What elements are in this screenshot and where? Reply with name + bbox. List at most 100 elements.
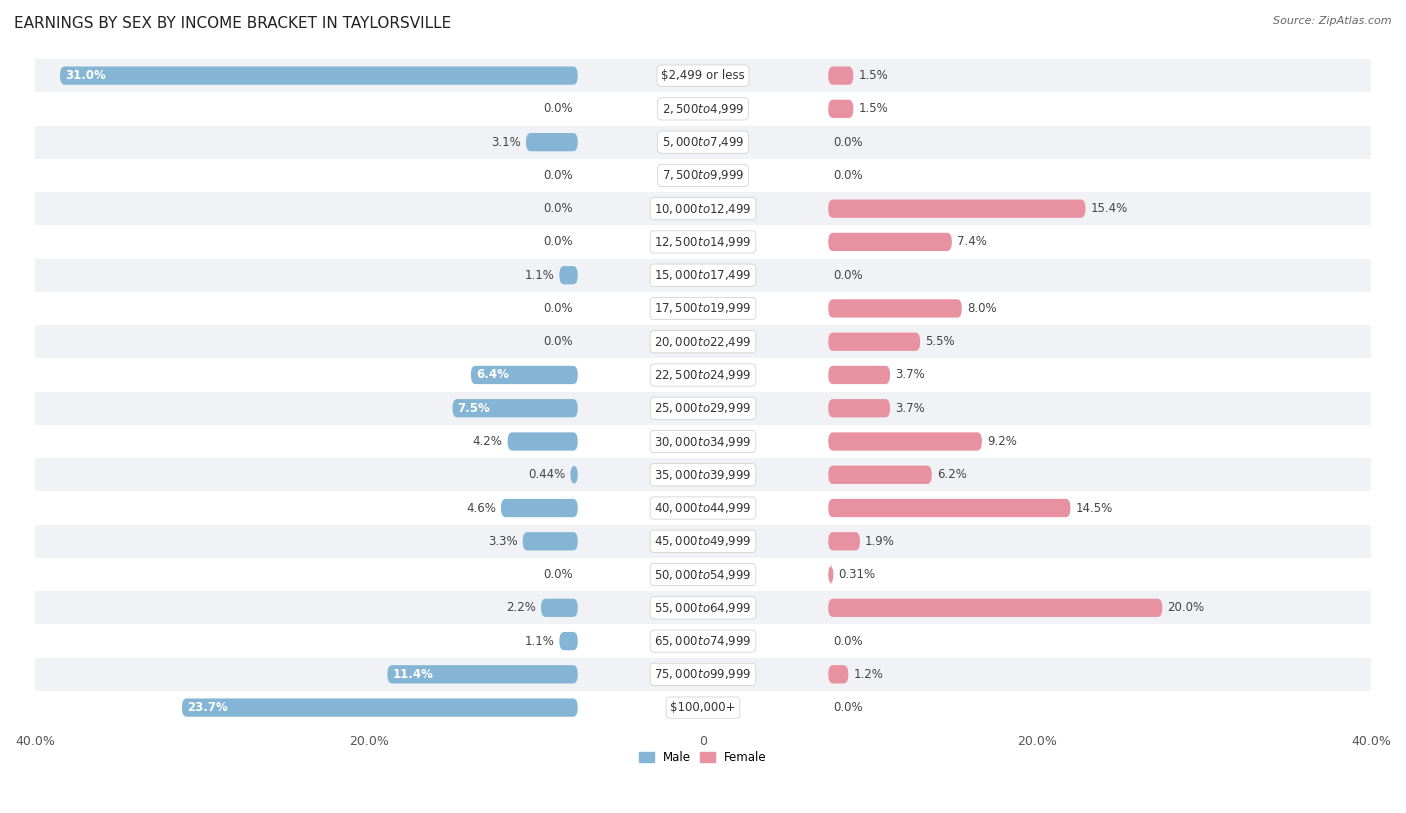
Bar — [35, 192, 1371, 225]
FancyBboxPatch shape — [828, 199, 1085, 218]
Bar — [35, 225, 1371, 259]
FancyBboxPatch shape — [828, 598, 1163, 617]
Text: 0.0%: 0.0% — [543, 335, 572, 348]
FancyBboxPatch shape — [471, 366, 578, 384]
Text: 0.0%: 0.0% — [834, 701, 863, 714]
Bar — [35, 92, 1371, 125]
Text: $12,500 to $14,999: $12,500 to $14,999 — [654, 235, 752, 249]
Bar — [35, 359, 1371, 392]
Text: 3.7%: 3.7% — [896, 368, 925, 381]
FancyBboxPatch shape — [181, 698, 578, 717]
Text: $22,500 to $24,999: $22,500 to $24,999 — [654, 368, 752, 382]
Text: 1.2%: 1.2% — [853, 667, 883, 680]
Text: Source: ZipAtlas.com: Source: ZipAtlas.com — [1274, 16, 1392, 26]
FancyBboxPatch shape — [828, 299, 962, 318]
Bar — [35, 591, 1371, 624]
Text: 1.1%: 1.1% — [524, 268, 554, 281]
Text: 1.9%: 1.9% — [865, 535, 894, 548]
Text: 14.5%: 14.5% — [1076, 502, 1112, 515]
Text: $2,499 or less: $2,499 or less — [661, 69, 745, 82]
Text: 1.5%: 1.5% — [858, 69, 889, 82]
FancyBboxPatch shape — [508, 433, 578, 450]
Text: 6.4%: 6.4% — [475, 368, 509, 381]
Text: 0.0%: 0.0% — [543, 568, 572, 581]
FancyBboxPatch shape — [828, 533, 860, 550]
Text: 3.1%: 3.1% — [491, 136, 522, 149]
Text: $50,000 to $54,999: $50,000 to $54,999 — [654, 567, 752, 581]
Text: 0.0%: 0.0% — [543, 302, 572, 315]
FancyBboxPatch shape — [571, 466, 578, 484]
Text: 0.0%: 0.0% — [543, 236, 572, 249]
Text: 4.6%: 4.6% — [465, 502, 496, 515]
Legend: Male, Female: Male, Female — [634, 746, 772, 769]
FancyBboxPatch shape — [560, 266, 578, 285]
Text: 2.2%: 2.2% — [506, 602, 536, 615]
FancyBboxPatch shape — [453, 399, 578, 417]
Bar — [35, 558, 1371, 591]
FancyBboxPatch shape — [828, 67, 853, 85]
Text: 20.0%: 20.0% — [1167, 602, 1205, 615]
Bar — [35, 524, 1371, 558]
Bar — [35, 125, 1371, 159]
FancyBboxPatch shape — [828, 366, 890, 384]
Text: 6.2%: 6.2% — [936, 468, 967, 481]
Text: 7.4%: 7.4% — [957, 236, 987, 249]
FancyBboxPatch shape — [828, 399, 890, 417]
Text: 0.0%: 0.0% — [834, 635, 863, 648]
FancyBboxPatch shape — [828, 499, 1070, 517]
Text: $15,000 to $17,499: $15,000 to $17,499 — [654, 268, 752, 282]
Text: 8.0%: 8.0% — [967, 302, 997, 315]
Bar — [35, 159, 1371, 192]
Text: $10,000 to $12,499: $10,000 to $12,499 — [654, 202, 752, 215]
FancyBboxPatch shape — [828, 100, 853, 118]
Text: 15.4%: 15.4% — [1091, 202, 1128, 215]
FancyBboxPatch shape — [526, 133, 578, 151]
Text: $35,000 to $39,999: $35,000 to $39,999 — [654, 467, 752, 482]
Text: 31.0%: 31.0% — [65, 69, 105, 82]
FancyBboxPatch shape — [828, 665, 848, 684]
Text: $30,000 to $34,999: $30,000 to $34,999 — [654, 434, 752, 449]
Text: $65,000 to $74,999: $65,000 to $74,999 — [654, 634, 752, 648]
Text: 4.2%: 4.2% — [472, 435, 502, 448]
Text: 1.1%: 1.1% — [524, 635, 554, 648]
Text: 0.0%: 0.0% — [834, 136, 863, 149]
Text: EARNINGS BY SEX BY INCOME BRACKET IN TAYLORSVILLE: EARNINGS BY SEX BY INCOME BRACKET IN TAY… — [14, 16, 451, 31]
Text: $45,000 to $49,999: $45,000 to $49,999 — [654, 534, 752, 548]
Text: $55,000 to $64,999: $55,000 to $64,999 — [654, 601, 752, 615]
Bar — [35, 491, 1371, 524]
Text: 9.2%: 9.2% — [987, 435, 1017, 448]
Bar — [35, 459, 1371, 491]
Bar — [35, 691, 1371, 724]
Text: $25,000 to $29,999: $25,000 to $29,999 — [654, 402, 752, 415]
Text: 0.0%: 0.0% — [543, 169, 572, 182]
Text: $5,000 to $7,499: $5,000 to $7,499 — [662, 135, 744, 149]
FancyBboxPatch shape — [828, 233, 952, 251]
Text: 0.0%: 0.0% — [543, 202, 572, 215]
FancyBboxPatch shape — [387, 665, 578, 684]
Text: 23.7%: 23.7% — [187, 701, 228, 714]
Text: $40,000 to $44,999: $40,000 to $44,999 — [654, 501, 752, 515]
Bar — [35, 325, 1371, 359]
Text: 0.0%: 0.0% — [834, 268, 863, 281]
Bar — [35, 425, 1371, 459]
Text: 11.4%: 11.4% — [392, 667, 433, 680]
FancyBboxPatch shape — [501, 499, 578, 517]
Bar — [35, 59, 1371, 92]
Text: 1.5%: 1.5% — [858, 102, 889, 115]
Text: 0.0%: 0.0% — [543, 102, 572, 115]
FancyBboxPatch shape — [560, 632, 578, 650]
Text: 7.5%: 7.5% — [457, 402, 491, 415]
Bar — [35, 658, 1371, 691]
Bar — [35, 292, 1371, 325]
FancyBboxPatch shape — [828, 433, 981, 450]
Text: $17,500 to $19,999: $17,500 to $19,999 — [654, 302, 752, 315]
Bar — [35, 259, 1371, 292]
Bar — [35, 624, 1371, 658]
Text: $75,000 to $99,999: $75,000 to $99,999 — [654, 667, 752, 681]
Text: 3.3%: 3.3% — [488, 535, 517, 548]
Text: 0.44%: 0.44% — [529, 468, 565, 481]
Text: $7,500 to $9,999: $7,500 to $9,999 — [662, 168, 744, 182]
Text: 0.31%: 0.31% — [838, 568, 876, 581]
Bar — [35, 392, 1371, 425]
Text: $100,000+: $100,000+ — [671, 701, 735, 714]
